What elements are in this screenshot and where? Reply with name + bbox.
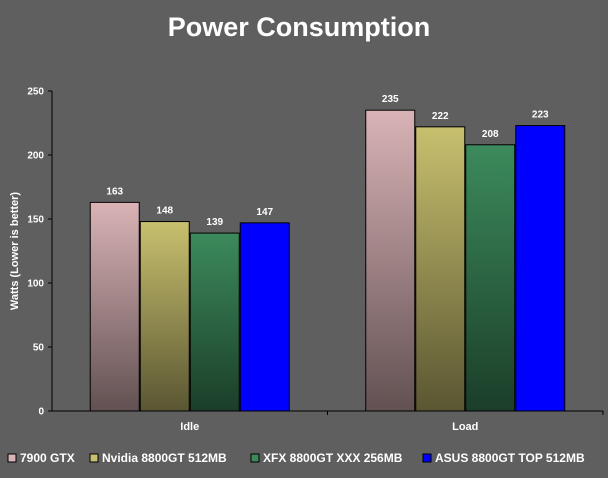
y-tick-label: 50 [33,343,45,354]
bar [465,144,516,412]
chart-title: Power Consumption [168,12,431,42]
legend: 7900 GTX Nvidia 8800GT 512MB XFX 8800GT XX… [7,451,585,465]
bar [239,222,290,412]
bar [415,126,466,412]
data-label: 222 [432,111,449,122]
legend-swatch [250,453,260,463]
y-tick-label: 250 [27,87,44,98]
y-axis-label: Watts (Lower is better) [9,192,21,310]
y-tick-label: 150 [27,215,44,226]
data-label: 147 [256,207,273,218]
data-label: 235 [382,94,399,105]
legend-label: Nvidia 8800GT 512MB [102,451,227,465]
y-tick-label: 200 [27,151,44,162]
data-label: 208 [482,129,499,140]
bar [515,125,566,412]
bar [139,221,190,412]
bar [89,201,140,412]
bar [189,232,240,412]
x-tick-label: Idle [180,421,199,433]
data-label: 223 [532,110,549,121]
legend-label: XFX 8800GT XXX 256MB [263,451,403,465]
legend-swatch [422,453,432,463]
y-tick-label: 0 [38,407,44,418]
data-label: 148 [156,206,173,217]
legend-label: ASUS 8800GT TOP 512MB [435,451,585,465]
legend-swatch [7,453,17,463]
y-tick-label: 100 [27,279,44,290]
bars: 163 148 139 147 235 222 208 223 [89,94,566,412]
legend-swatch [89,453,99,463]
legend-label: 7900 GTX [20,451,75,465]
bar [365,109,416,412]
data-label: 139 [206,217,223,228]
x-tick-label: Load [452,421,478,433]
data-label: 163 [106,186,123,197]
